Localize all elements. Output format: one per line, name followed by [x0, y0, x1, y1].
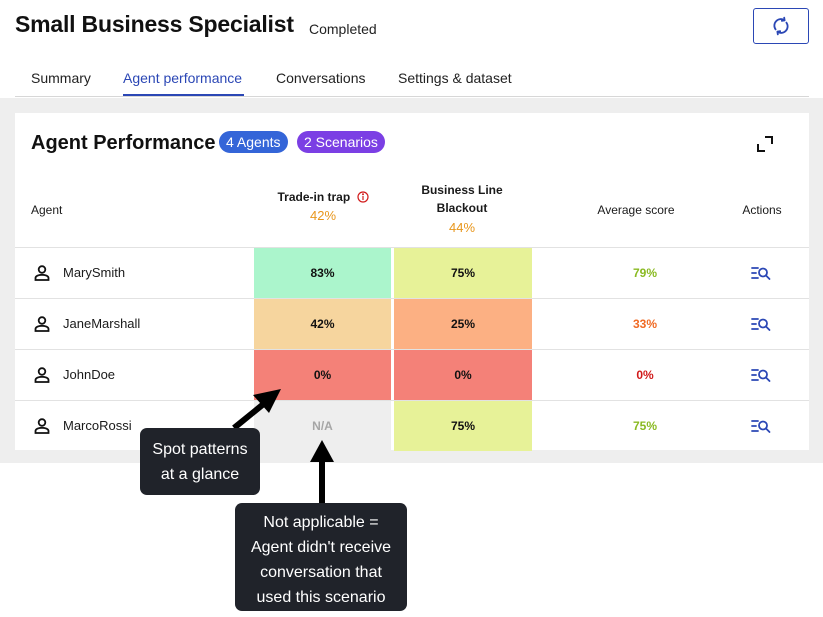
person-icon — [34, 316, 50, 332]
scenarios-count-badge: 2 Scenarios — [297, 131, 385, 153]
active-tab-indicator — [123, 94, 244, 96]
callout-text: conversation that — [260, 564, 382, 581]
callout-text: used this scenario — [256, 589, 386, 606]
table-row: MarySmith 83% 75% 79% — [15, 247, 809, 298]
list-search-icon[interactable] — [751, 316, 771, 332]
column-header-agent: Agent — [31, 203, 63, 217]
callout-not-applicable: Not applicable = Agent didn't receive co… — [235, 503, 407, 611]
callout-spot-patterns: Spot patterns at a glance — [140, 428, 260, 495]
trade-in-score-cell: 0% — [254, 350, 391, 400]
refresh-button[interactable] — [753, 8, 809, 44]
tab-conversations[interactable]: Conversations — [276, 70, 366, 86]
callout-text: Spot patterns — [152, 441, 248, 458]
person-icon — [34, 367, 50, 383]
card-title: Agent Performance — [31, 132, 216, 154]
blackout-score-cell: 75% — [394, 248, 532, 298]
table-row: MarcoRossi N/A 75% 75% — [15, 400, 809, 451]
column-header-average-score: Average score — [597, 203, 675, 217]
callout-text: at a glance — [160, 466, 240, 483]
agent-name: MarySmith — [63, 265, 126, 280]
average-score: 79% — [632, 266, 658, 280]
average-score: 33% — [632, 317, 658, 331]
refresh-icon — [773, 16, 789, 36]
page-header: Small Business Specialist Completed Summ… — [0, 0, 823, 98]
column-header-trade-in-trap[interactable]: Trade-in trap 42% — [254, 190, 392, 223]
agent-name: JaneMarshall — [63, 316, 141, 331]
blackout-score-cell: 75% — [394, 401, 532, 451]
agent-name: MarcoRossi — [63, 418, 132, 433]
agents-count-badge: 4 Agents — [219, 131, 288, 153]
status-label: Completed — [309, 21, 377, 37]
list-search-icon[interactable] — [751, 265, 771, 281]
callout-text: Agent didn't receive — [250, 539, 392, 556]
blackout-average: 44% — [448, 220, 476, 235]
trade-in-trap-label: Trade-in trap — [277, 190, 351, 204]
list-search-icon[interactable] — [751, 367, 771, 383]
list-search-icon[interactable] — [751, 418, 771, 434]
average-score: 75% — [632, 419, 658, 433]
tab-summary[interactable]: Summary — [31, 70, 91, 86]
expand-button[interactable] — [756, 135, 774, 153]
blackout-score-cell: 25% — [394, 299, 532, 349]
page-title: Small Business Specialist — [15, 11, 294, 37]
blackout-label-line1: Business Line — [421, 183, 503, 197]
tab-settings-dataset[interactable]: Settings & dataset — [398, 70, 512, 86]
agent-performance-card: Agent Performance 4 Agents 2 Scenarios A… — [15, 113, 809, 451]
table-row: JohnDoe 0% 0% 0% — [15, 349, 809, 400]
expand-icon — [757, 136, 773, 152]
trade-in-trap-average: 42% — [309, 208, 337, 223]
person-icon — [34, 265, 50, 281]
tab-bar: Summary Agent performance Conversations … — [15, 58, 809, 97]
blackout-score-cell: 0% — [394, 350, 532, 400]
tab-agent-performance[interactable]: Agent performance — [123, 70, 243, 86]
trade-in-score-cell: N/A — [254, 401, 391, 451]
info-icon[interactable] — [356, 191, 369, 203]
trade-in-score-cell: 83% — [254, 248, 391, 298]
callout-text: Not applicable = — [263, 514, 379, 531]
person-icon — [34, 418, 50, 434]
column-header-actions: Actions — [742, 203, 782, 217]
blackout-label-line2: Blackout — [436, 201, 488, 215]
column-header-business-line-blackout[interactable]: Business Line Blackout 44% — [393, 181, 531, 237]
agent-name: JohnDoe — [63, 367, 116, 382]
average-score: 0% — [636, 368, 654, 382]
table-row: JaneMarshall 42% 25% 33% — [15, 298, 809, 349]
trade-in-score-cell: 42% — [254, 299, 391, 349]
